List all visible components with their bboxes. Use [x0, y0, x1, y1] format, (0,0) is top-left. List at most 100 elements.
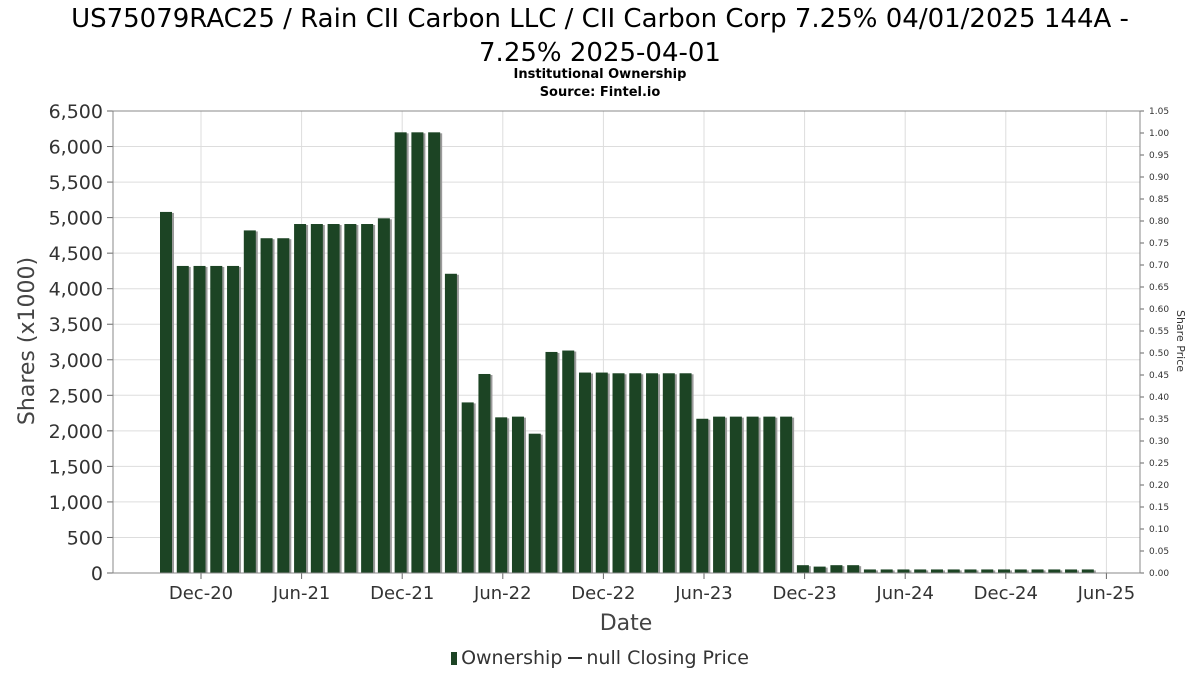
- chart-title: US75079RAC25 / Rain CII Carbon LLC / CII…: [0, 2, 1200, 70]
- x-tick-label: Dec-21: [370, 583, 434, 604]
- ownership-bar: [813, 566, 826, 573]
- ownership-bar: [696, 418, 709, 573]
- ownership-bar: [327, 224, 340, 573]
- ownership-bar: [679, 373, 692, 573]
- y-tick-label: 1,000: [49, 492, 103, 514]
- ownership-bar: [511, 416, 524, 573]
- tick-labels: 0 500 1,000 1,500 2,000 2,500 3,000 3,500 4,000 4…: [49, 101, 1170, 604]
- x-tick-label: Jun-24: [875, 583, 934, 604]
- ownership-bar: [478, 373, 491, 573]
- right-y-tick-label: 0.95: [1149, 151, 1169, 161]
- right-y-tick-label: 0.35: [1149, 415, 1169, 425]
- ownership-bar: [562, 350, 575, 573]
- closing-price-legend-label: null Closing Price: [586, 647, 749, 669]
- y-tick-label: 0: [91, 563, 103, 585]
- ownership-bar: [981, 569, 994, 573]
- right-y-tick-label: 0.60: [1149, 305, 1169, 315]
- chart-title-line-2: 7.25% 2025-04-01: [479, 38, 721, 68]
- x-tick-label: Dec-24: [974, 583, 1038, 604]
- right-y-tick-label: 0.90: [1149, 173, 1169, 183]
- ownership-bar: [847, 565, 860, 573]
- y-tick-label: 6,500: [49, 101, 103, 123]
- y-tick-label: 5,000: [49, 208, 103, 230]
- ownership-bar: [361, 224, 374, 573]
- right-y-tick-label: 0.05: [1149, 547, 1169, 557]
- ownership-bar: [662, 373, 675, 573]
- ownership-bar: [160, 211, 172, 573]
- ownership-bar: [830, 565, 843, 573]
- ownership-bar: [1031, 569, 1044, 573]
- x-tick-label: Jun-21: [272, 583, 331, 604]
- ownership-bar: [344, 224, 357, 573]
- y-tick-label: 3,500: [49, 314, 103, 336]
- ownership-bar: [277, 238, 290, 573]
- ownership-bar: [394, 132, 407, 574]
- ownership-bar: [930, 569, 943, 573]
- ownership-legend-swatch: [451, 652, 458, 665]
- chart-legend: Ownership null Closing Price: [0, 647, 1200, 669]
- right-y-tick-label: 0.85: [1149, 195, 1169, 205]
- right-y-tick-label: 1.00: [1149, 129, 1169, 139]
- y-tick-label: 3,000: [49, 350, 103, 372]
- ownership-bar: [1065, 569, 1078, 573]
- right-y-tick-label: 0.10: [1149, 525, 1169, 535]
- ownership-bar: [713, 416, 726, 573]
- ownership-bar: [310, 224, 323, 573]
- ownership-bar: [595, 372, 608, 573]
- right-y-tick-label: 0.15: [1149, 503, 1169, 513]
- ownership-bar: [646, 373, 659, 573]
- ownership-bar: [897, 569, 910, 573]
- ownership-bar: [528, 433, 541, 573]
- y-tick-label: 2,500: [49, 385, 103, 407]
- right-y-tick-label: 0.20: [1149, 481, 1169, 491]
- ownership-bar: [227, 265, 240, 573]
- ownership-bar: [193, 265, 206, 573]
- x-tick-label: Dec-23: [772, 583, 836, 604]
- right-y-tick-label: 0.00: [1149, 569, 1169, 579]
- ownership-bar: [746, 416, 759, 573]
- x-tick-label: Jun-22: [473, 583, 532, 604]
- y-tick-label: 1,500: [49, 456, 103, 478]
- x-tick-label: Dec-20: [169, 583, 233, 604]
- axes: [107, 110, 1144, 579]
- x-tick-label: Jun-23: [674, 583, 733, 604]
- y-tick-label: 5,500: [49, 172, 103, 194]
- right-y-tick-label: 0.25: [1149, 459, 1169, 469]
- ownership-bar: [796, 565, 809, 573]
- ownership-bar: [964, 569, 977, 573]
- right-y-tick-label: 1.05: [1149, 107, 1169, 117]
- chart-title-line-1: US75079RAC25 / Rain CII Carbon LLC / CII…: [71, 4, 1129, 34]
- right-y-tick-label: 0.80: [1149, 217, 1169, 227]
- ownership-bar: [763, 416, 776, 573]
- right-y-axis-title: Share Price: [1174, 310, 1187, 372]
- ownership-bar: [729, 416, 742, 573]
- y-tick-label: 4,500: [49, 243, 103, 265]
- y-tick-label: 2,000: [49, 421, 103, 443]
- ownership-bar: [495, 417, 508, 573]
- x-tick-label: Jun-25: [1077, 583, 1136, 604]
- ownership-bar: [880, 569, 893, 573]
- y-tick-label: 4,000: [49, 279, 103, 301]
- x-axis-title: Date: [600, 611, 653, 636]
- ownership-bar: [444, 273, 457, 573]
- ownership-bars: [160, 132, 1096, 574]
- plot-frame: [112, 110, 1141, 574]
- right-y-tick-label: 0.40: [1149, 393, 1169, 403]
- x-tick-label: Dec-22: [571, 583, 635, 604]
- right-y-tick-label: 0.70: [1149, 261, 1169, 271]
- ownership-bar: [210, 265, 223, 573]
- y-tick-label: 500: [67, 527, 103, 549]
- ownership-bar: [579, 372, 591, 573]
- ownership-bar: [914, 569, 927, 573]
- y-axis-title: Shares (x1000): [15, 257, 40, 425]
- ownership-bar: [1048, 569, 1061, 573]
- ownership-bar: [243, 230, 256, 573]
- right-y-tick-label: 0.30: [1149, 437, 1169, 447]
- closing-price-legend-swatch: [568, 657, 583, 659]
- ownership-bar: [294, 224, 307, 573]
- ownership-bar: [1081, 569, 1094, 573]
- ownership-bar: [176, 265, 189, 573]
- ownership-bar: [998, 569, 1010, 573]
- ownership-legend-label: Ownership: [461, 647, 563, 669]
- right-y-tick-label: 0.75: [1149, 239, 1169, 249]
